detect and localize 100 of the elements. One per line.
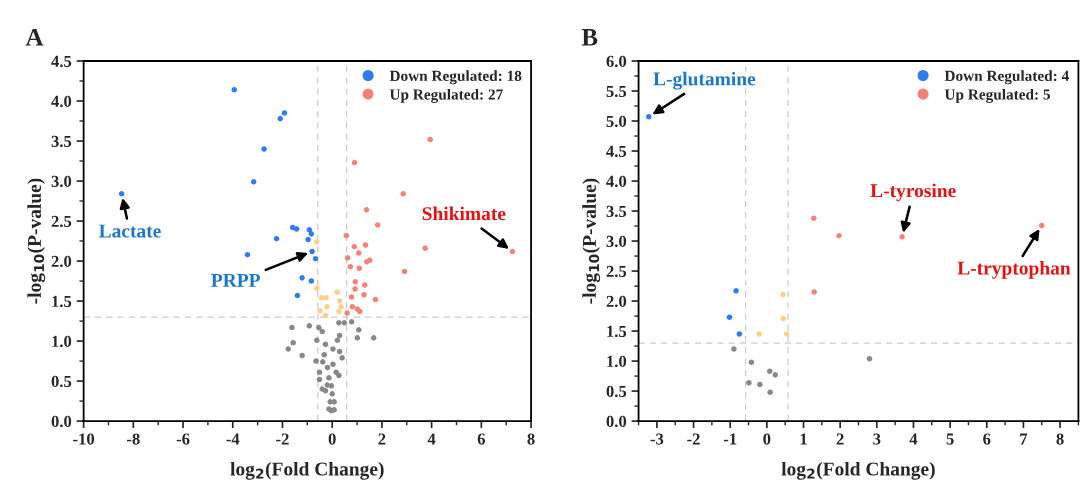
point: [313, 358, 319, 364]
point: [344, 255, 351, 261]
point: [836, 232, 842, 239]
point: [314, 337, 320, 344]
y-tick-label: 2.5: [51, 215, 72, 228]
x-axis-title: log$_{2}$(Fold Change): [781, 461, 935, 480]
x-tick-label: -1: [723, 433, 737, 445]
point: [329, 391, 335, 397]
point: [736, 331, 743, 337]
point: [767, 368, 773, 375]
point: [726, 314, 733, 321]
point: [746, 379, 752, 386]
point: [427, 136, 433, 143]
y-tick-label: 1.5: [607, 325, 627, 338]
point: [899, 234, 905, 240]
point: [351, 243, 358, 250]
point: [361, 291, 367, 298]
point: [299, 352, 305, 359]
annotation: L-tryptophan: [957, 261, 1071, 279]
point: [731, 346, 737, 352]
point: [757, 381, 763, 388]
y-tick-label: 1.5: [52, 295, 72, 308]
y-tick-label: 1.0: [52, 335, 72, 348]
annotation: L-glutamine: [653, 71, 756, 90]
point: [341, 319, 348, 326]
y-tick-label: 1.0: [607, 355, 627, 368]
point: [339, 355, 345, 361]
point: [336, 319, 342, 326]
point: [348, 319, 355, 325]
y-tick-label: 5.0: [606, 115, 627, 128]
point: [322, 341, 329, 348]
chart-title: A: [25, 28, 44, 46]
point: [314, 239, 320, 245]
legend-label: Down Regulated: 18: [389, 70, 522, 85]
point: [330, 361, 336, 368]
point: [352, 286, 358, 292]
point: [331, 399, 337, 405]
point: [733, 288, 739, 294]
point: [315, 324, 322, 331]
y-tick-label: 2.0: [606, 295, 627, 308]
point: [351, 159, 358, 166]
point: [273, 235, 280, 242]
x-tick-label: 6: [983, 433, 991, 445]
point: [289, 324, 295, 331]
y-tick-label: 4.0: [51, 95, 72, 108]
point: [767, 389, 773, 396]
x-tick-label: 8: [1056, 433, 1064, 445]
point: [118, 191, 125, 197]
point: [299, 275, 305, 281]
legend-label: Down Regulated: 4: [944, 70, 1069, 85]
x-tick-label: 8: [527, 433, 535, 445]
chart-title: B: [581, 29, 598, 46]
point: [319, 328, 326, 335]
point: [334, 289, 340, 296]
x-tick-label: -8: [127, 433, 140, 445]
y-tick-label: 2.5: [606, 265, 627, 278]
x-tick-label: 7: [1020, 433, 1028, 445]
point: [422, 245, 428, 252]
point: [646, 114, 652, 120]
y-tick-label: 2.0: [51, 255, 72, 268]
point: [309, 248, 315, 255]
point: [400, 191, 407, 197]
point: [361, 282, 368, 288]
x-axis-title: log$_{2}$(Fold Change): [230, 461, 384, 480]
point: [312, 255, 319, 262]
annotation: L-tyrosine: [870, 183, 956, 202]
y-tick-label: 0.5: [51, 375, 72, 388]
x-tick-label: -2: [276, 433, 289, 445]
x-tick-label: -3: [650, 433, 664, 445]
point: [306, 323, 313, 329]
point: [347, 263, 354, 270]
point: [363, 207, 370, 213]
point: [319, 359, 326, 365]
point: [356, 327, 362, 333]
annotation: Shikimate: [422, 206, 506, 221]
point: [244, 251, 251, 258]
point: [354, 335, 361, 341]
y-tick-label: 4.5: [51, 55, 72, 68]
point: [321, 351, 328, 358]
x-tick-label: 0: [763, 433, 771, 445]
point: [318, 295, 325, 301]
point: [352, 279, 359, 285]
point: [748, 359, 755, 366]
point: [349, 303, 356, 310]
y-tick-label: 3.5: [606, 205, 627, 218]
point: [509, 248, 516, 255]
point: [281, 110, 288, 116]
point: [343, 232, 350, 239]
point: [305, 236, 311, 243]
point: [338, 303, 344, 310]
x-tick-label: -10: [73, 433, 95, 445]
point: [323, 295, 330, 301]
point: [293, 226, 300, 232]
point: [336, 308, 342, 315]
y-tick-label: 3.0: [606, 235, 627, 248]
x-tick-label: 6: [477, 433, 486, 445]
point: [1038, 222, 1045, 229]
point: [328, 383, 335, 389]
point: [810, 215, 817, 222]
point: [334, 337, 341, 344]
